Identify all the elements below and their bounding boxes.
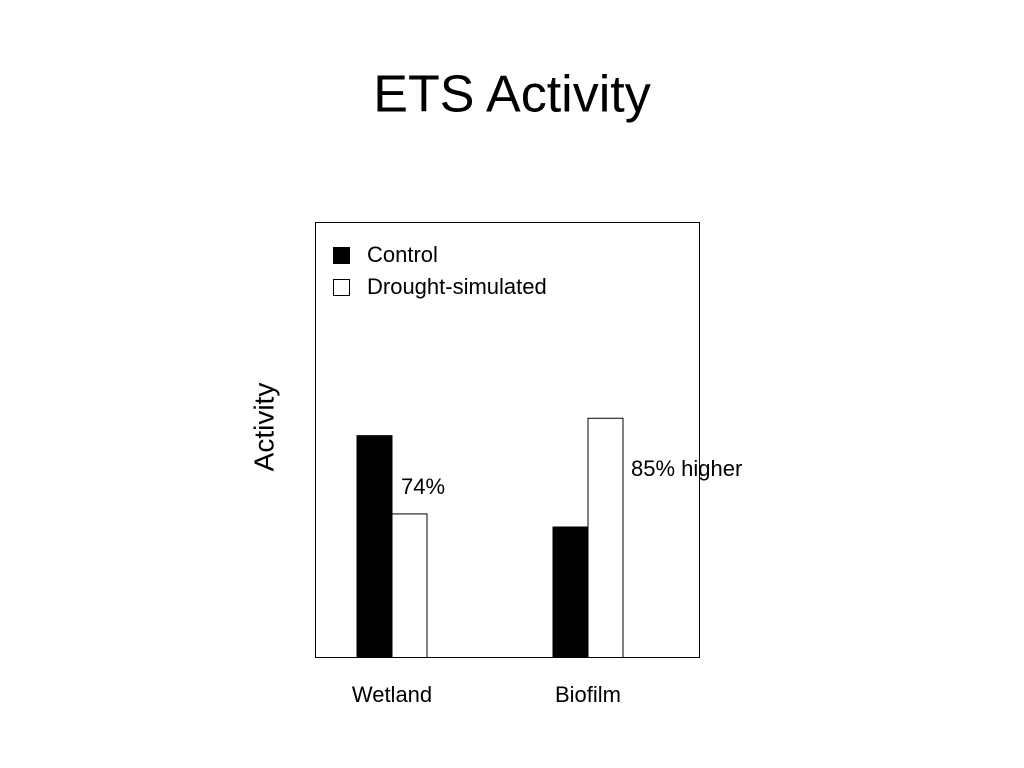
y-axis-label: Activity — [248, 383, 279, 472]
x-tick-label: Biofilm — [555, 682, 621, 707]
legend-swatch — [333, 247, 350, 264]
annotation: 85% higher — [631, 456, 742, 481]
bar — [552, 526, 589, 658]
legend-swatch — [333, 279, 350, 296]
bar — [587, 417, 624, 658]
bar — [356, 435, 393, 658]
plot-frame — [315, 222, 700, 658]
annotation: 74% — [401, 474, 445, 499]
bar — [391, 513, 428, 659]
legend-label: Drought-simulated — [367, 274, 547, 299]
legend-label: Control — [367, 242, 438, 267]
chart-title: ETS Activity — [373, 66, 650, 124]
x-tick-label: Wetland — [352, 682, 432, 707]
